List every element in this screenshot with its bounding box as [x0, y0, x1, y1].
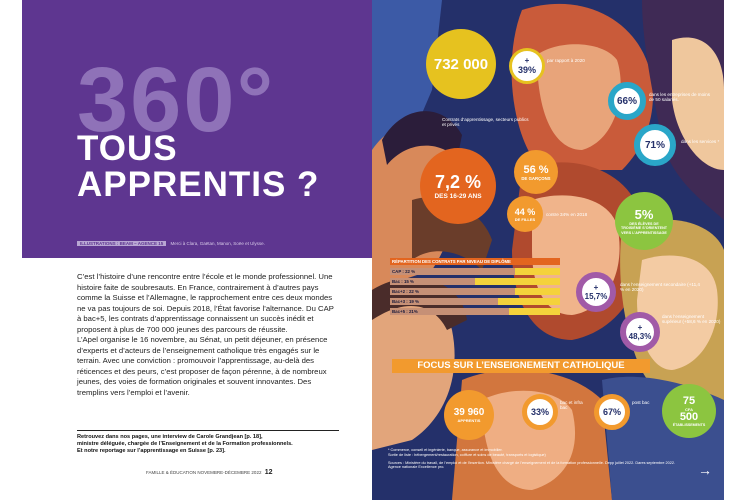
cath-apprentis-caption: APPRENTIS	[457, 418, 481, 423]
intro-paragraph-1: C’est l’histoire d’une rencontre entre l…	[77, 272, 334, 334]
stat-higher-caption: dans l’enseignement supérieur (+58,6 % e…	[662, 314, 721, 325]
stat-2018-caption: contre 34% en 2018	[546, 212, 588, 217]
cath-postbac-circle: 67%	[594, 394, 630, 430]
stat-age-caption: DES 16-29 ANS	[434, 193, 482, 200]
intro-paragraph-2: L’Apel organise le 16 novembre, au Sénat…	[77, 335, 328, 397]
stat-higher-circle: + 48,3%	[620, 312, 660, 352]
stat-boys-circle: 56 % DE GARÇONS	[514, 150, 558, 194]
stat-small-firms-caption: dans les entreprises de moins de 50 sala…	[649, 92, 711, 103]
bar-label: Bac : 15 %	[392, 279, 414, 284]
bar-row-bac: Bac : 15 %	[390, 278, 560, 287]
bar-chart-title: RÉPARTITION DES CONTRATS PAR NIVEAU DE D…	[390, 258, 560, 265]
stat-age-value: 7,2 %	[434, 172, 482, 192]
cath-cfa-circle: 75 CFA 500 ÉTABLISSEMENTS	[662, 384, 716, 438]
stat-boys-caption: DE GARÇONS	[521, 175, 551, 181]
cath-cfa-value: 75	[682, 394, 696, 407]
bar-row-cap: CAP : 22 %	[390, 268, 560, 277]
left-page: 360° TOUS APPRENTIS ? ILLUSTRATIONS : BE…	[22, 0, 372, 500]
refs-line-2: ministre déléguée, chargée de l’Enseigne…	[77, 441, 293, 447]
page-references: Retrouvez dans nos pages, une interview …	[77, 430, 339, 455]
stat-growth-circle: + 39%	[509, 48, 545, 84]
stat-third-value: 5%	[634, 207, 654, 223]
cath-cfa-caption: CFA	[685, 406, 693, 412]
bar	[390, 308, 509, 315]
bar	[390, 288, 515, 295]
cath-postbac-value: 67%	[602, 407, 621, 417]
illustration-credits: ILLUSTRATIONS : BEAM – AGENCE 15 Merci à…	[77, 241, 265, 246]
stat-small-firms-value: 66%	[616, 95, 637, 107]
stat-services-value: 71%	[644, 139, 665, 151]
cath-infrabac-circle: 33%	[522, 394, 558, 430]
stat-growth-value: 39%	[517, 65, 536, 75]
cath-infrabac-caption: bac et infra bac	[560, 400, 583, 411]
bar-label: Bac+2 : 22 %	[392, 289, 419, 294]
stat-age-circle: 7,2 % DES 16-29 ANS	[420, 148, 496, 224]
stat-growth-caption: par rapport à 2020	[547, 58, 585, 63]
right-page-infographic: 732 000 Contrats d’apprentissage, secteu…	[372, 0, 724, 500]
cath-etab-caption: ÉTABLISSEMENTS	[672, 422, 706, 427]
page-title: TOUS APPRENTIS ?	[77, 131, 319, 203]
page-number: 12	[264, 469, 273, 476]
bar	[390, 298, 498, 305]
stat-secondary-caption: dans l’enseignement secondaire (+11,4 % …	[620, 282, 700, 293]
left-header-panel: 360° TOUS APPRENTIS ? ILLUSTRATIONS : BE…	[22, 0, 372, 258]
cath-infrabac-value: 33%	[530, 407, 549, 417]
plus-icon: +	[524, 56, 530, 65]
stat-girls-value: 44 %	[514, 206, 536, 217]
stat-small-firms-circle: 66%	[608, 82, 646, 120]
bar	[390, 268, 515, 275]
footnote-1: * Commerce, conseil et ingénierie, banqu…	[388, 448, 503, 452]
stat-services-caption: dans les services *	[681, 139, 720, 144]
stat-third-circle: 5% DES ÉLÈVES DE TROISIÈME S’ORIENTENT V…	[615, 192, 673, 250]
credits-text: Merci à Clara, Gaëtan, Manon, Soëe et Ul…	[170, 241, 265, 246]
intro-text: C’est l’histoire d’une rencontre entre l…	[77, 272, 339, 398]
bar-label: Bac+5 : 21%	[392, 309, 418, 314]
cath-apprentis-value: 39 960	[453, 407, 485, 418]
bar-row-bac3: Bac+3 : 19 %	[390, 298, 560, 307]
bar-row-bac2: Bac+2 : 22 %	[390, 288, 560, 297]
stat-girls-caption: DE FILLES	[514, 216, 536, 222]
folio-text: FAMILLE & ÉDUCATION NOVEMBRE-DÉCEMBRE 20…	[146, 470, 262, 475]
magazine-spread: 360° TOUS APPRENTIS ? ILLUSTRATIONS : BE…	[22, 0, 724, 500]
bar-row-bac5: Bac+5 : 21%	[390, 308, 560, 317]
plus-icon: +	[637, 322, 643, 332]
stat-secondary-value: 15,7%	[584, 291, 608, 301]
next-page-arrow-icon[interactable]: →	[698, 462, 712, 478]
title-line-1: TOUS	[77, 129, 178, 168]
diploma-bar-chart: RÉPARTITION DES CONTRATS PAR NIVEAU DE D…	[390, 258, 560, 318]
sources-footnotes: * Commerce, conseil et ingénierie, banqu…	[388, 448, 678, 470]
stat-secondary-circle: + 15,7%	[576, 272, 616, 312]
cath-etab-value: 500	[679, 410, 699, 423]
stat-girls-circle: 44 % DE FILLES	[507, 196, 543, 232]
footnote-2: Sortie de liste : hébergement/restaurati…	[388, 452, 546, 457]
bar-rows: CAP : 22 % Bac : 15 % Bac+2 : 22 % Bac+3 : …	[390, 268, 560, 317]
credits-tag: ILLUSTRATIONS : BEAM – AGENCE 15	[77, 241, 167, 246]
bar-label: CAP : 22 %	[392, 269, 416, 274]
stat-higher-value: 48,3%	[628, 331, 652, 341]
stat-services-circle: 71%	[634, 124, 676, 166]
refs-line-1: Retrouvez dans nos pages, une interview …	[77, 434, 263, 440]
refs-line-3: Et notre reportage sur l’apprentissage e…	[77, 448, 226, 454]
stat-732000-circle: 732 000	[426, 29, 496, 99]
bar-track	[390, 278, 560, 285]
sources-text: Sources : Ministère du travail, de l’emp…	[388, 460, 676, 470]
title-line-2: APPRENTIS ?	[77, 165, 320, 204]
stat-third-caption: DES ÉLÈVES DE TROISIÈME S’ORIENTENT VERS…	[620, 222, 668, 235]
cath-apprentis-circle: 39 960 APPRENTIS	[444, 390, 494, 440]
focus-banner: FOCUS SUR L’ENSEIGNEMENT CATHOLIQUE	[392, 359, 650, 373]
plus-icon: +	[593, 282, 599, 292]
folio: FAMILLE & ÉDUCATION NOVEMBRE-DÉCEMBRE 20…	[146, 469, 273, 476]
bar	[390, 278, 475, 285]
stat-boys-value: 56 %	[523, 163, 549, 176]
big-title-360: 360°	[77, 49, 276, 151]
stat-732000-value: 732 000	[433, 55, 489, 73]
cath-postbac-caption: post bac	[632, 400, 650, 405]
stat-732000-caption: Contrats d’apprentissage, secteurs publi…	[442, 117, 529, 128]
bar-label: Bac+3 : 19 %	[392, 299, 419, 304]
